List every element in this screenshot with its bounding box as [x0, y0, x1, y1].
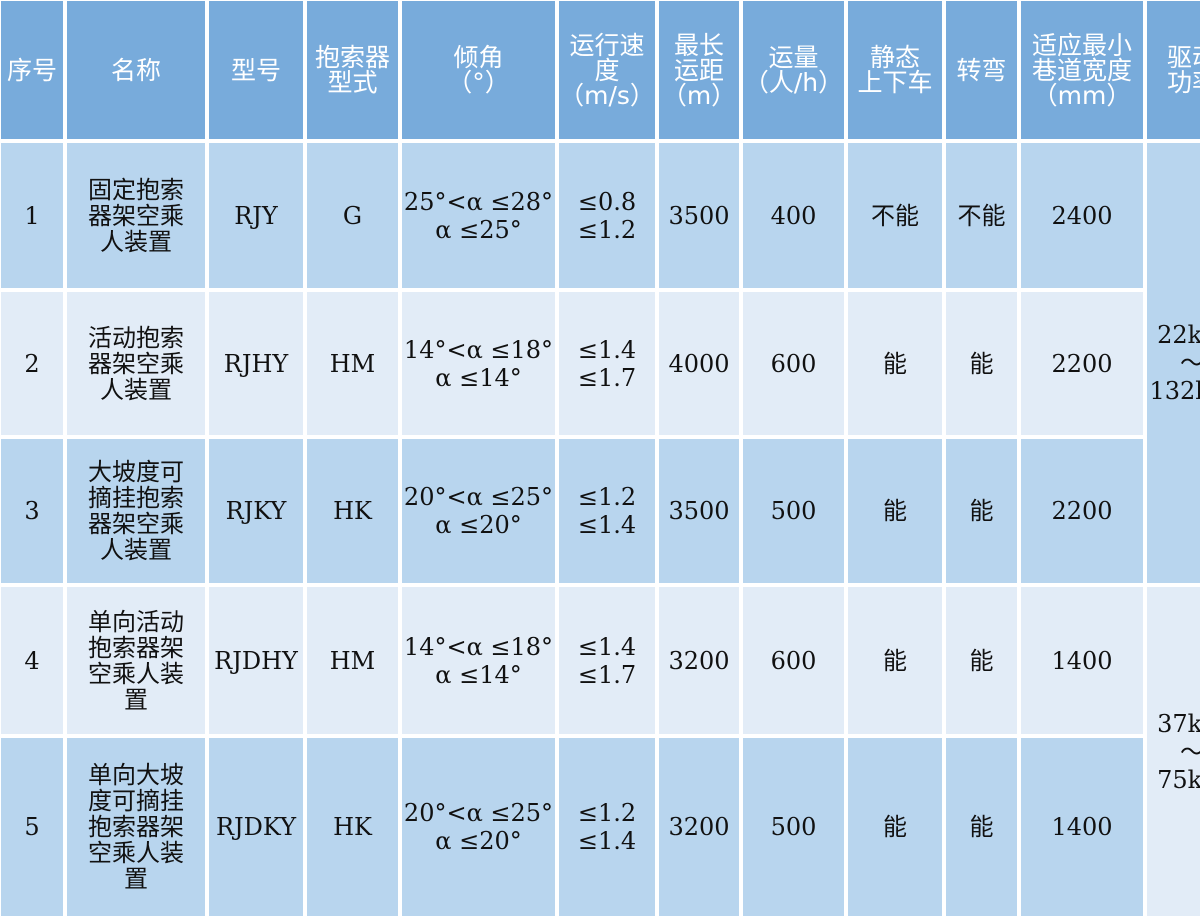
cell-name: 活动抱索 器架空乘 人装置	[67, 292, 205, 435]
column-header: 适应最小 巷道宽度 （mm）	[1021, 1, 1143, 139]
cell-static: 能	[848, 439, 942, 583]
cell-capacity: 600	[743, 292, 844, 435]
cell-name: 单向大坡 度可摘挂 抱索器架 空乘人装 置	[67, 738, 205, 916]
cell-name: 固定抱索 器架空乘 人装置	[67, 143, 205, 288]
cell-width: 1400	[1021, 587, 1143, 734]
cell-static: 不能	[848, 143, 942, 288]
cell-distance: 3200	[659, 587, 739, 734]
cell-grip: HM	[307, 292, 398, 435]
cell-angle: 14°<α ≤18° α ≤14°	[402, 587, 555, 734]
cell-model: RJY	[209, 143, 303, 288]
cell-power: 37kW ～ 75kW	[1147, 587, 1200, 916]
cell-no: 2	[1, 292, 63, 435]
column-header: 运量 （人/h）	[743, 1, 844, 139]
cell-angle: 14°<α ≤18° α ≤14°	[402, 292, 555, 435]
table-row: 4 单向活动 抱索器架 空乘人装 置 RJDHY HM 14°<α ≤18° α ≤14…	[1, 587, 1200, 916]
cell-power: 22kW ～ 132kW	[1147, 143, 1200, 583]
cell-model: RJHY	[209, 292, 303, 435]
cell-grip: HK	[307, 738, 398, 916]
cell-capacity: 400	[743, 143, 844, 288]
header-row: 序号 名称 型号 抱索器 型式 倾角 （°） 运行速 度 （m/s） 最长 运距 （m） 运量…	[1, 1, 1200, 139]
cell-width: 2400	[1021, 143, 1143, 288]
cell-distance: 3200	[659, 738, 739, 916]
cell-static: 能	[848, 292, 942, 435]
cell-model: RJDHY	[209, 587, 303, 734]
cell-grip: HK	[307, 439, 398, 583]
cell-no: 1	[1, 143, 63, 288]
cell-capacity: 500	[743, 439, 844, 583]
column-header: 静态 上下车	[848, 1, 942, 139]
cell-speed: ≤1.2 ≤1.4	[559, 439, 655, 583]
column-header: 名称	[67, 1, 205, 139]
cell-distance: 3500	[659, 439, 739, 583]
cell-capacity: 600	[743, 587, 844, 734]
cell-name: 单向活动 抱索器架 空乘人装 置	[67, 587, 205, 734]
cell-static: 能	[848, 587, 942, 734]
column-header: 序号	[1, 1, 63, 139]
table-row: 2 活动抱索 器架空乘 人装置 RJHY HM 14°<α ≤18° α ≤14° ≤1.…	[1, 292, 1200, 435]
cell-no: 3	[1, 439, 63, 583]
cell-grip: HM	[307, 587, 398, 734]
cell-distance: 3500	[659, 143, 739, 288]
table-row: 1 固定抱索 器架空乘 人装置 RJY G 25°<α ≤28° α ≤25° ≤0.8 …	[1, 143, 1200, 583]
cell-width: 2200	[1021, 292, 1143, 435]
cell-model: RJKY	[209, 439, 303, 583]
cell-distance: 4000	[659, 292, 739, 435]
cell-width: 1400	[1021, 738, 1143, 916]
column-header: 倾角 （°）	[402, 1, 555, 139]
cell-grip: G	[307, 143, 398, 288]
cell-model: RJDKY	[209, 738, 303, 916]
cell-no: 5	[1, 738, 63, 916]
cell-static: 能	[848, 738, 942, 916]
cell-turn: 不能	[946, 143, 1017, 288]
column-header: 转弯	[946, 1, 1017, 139]
cell-turn: 能	[946, 738, 1017, 916]
column-header: 最长 运距 （m）	[659, 1, 739, 139]
cell-speed: ≤1.4 ≤1.7	[559, 587, 655, 734]
column-header: 驱动 功率	[1147, 1, 1200, 139]
table-row: 3 大坡度可 摘挂抱索 器架空乘 人装置 RJKY HK 20°<α ≤25° α ≤2…	[1, 439, 1200, 583]
cell-no: 4	[1, 587, 63, 734]
cell-name: 大坡度可 摘挂抱索 器架空乘 人装置	[67, 439, 205, 583]
column-header: 型号	[209, 1, 303, 139]
cell-angle: 20°<α ≤25° α ≤20°	[402, 738, 555, 916]
cell-width: 2200	[1021, 439, 1143, 583]
cell-turn: 能	[946, 587, 1017, 734]
cell-angle: 20°<α ≤25° α ≤20°	[402, 439, 555, 583]
table-row: 5 单向大坡 度可摘挂 抱索器架 空乘人装 置 RJDKY HK 20°<α ≤25° …	[1, 738, 1200, 916]
cell-speed: ≤1.4 ≤1.7	[559, 292, 655, 435]
cell-turn: 能	[946, 439, 1017, 583]
column-header: 运行速 度 （m/s）	[559, 1, 655, 139]
cell-capacity: 500	[743, 738, 844, 916]
cell-turn: 能	[946, 292, 1017, 435]
cell-angle: 25°<α ≤28° α ≤25°	[402, 143, 555, 288]
cell-speed: ≤0.8 ≤1.2	[559, 143, 655, 288]
column-header: 抱索器 型式	[307, 1, 398, 139]
cell-speed: ≤1.2 ≤1.4	[559, 738, 655, 916]
